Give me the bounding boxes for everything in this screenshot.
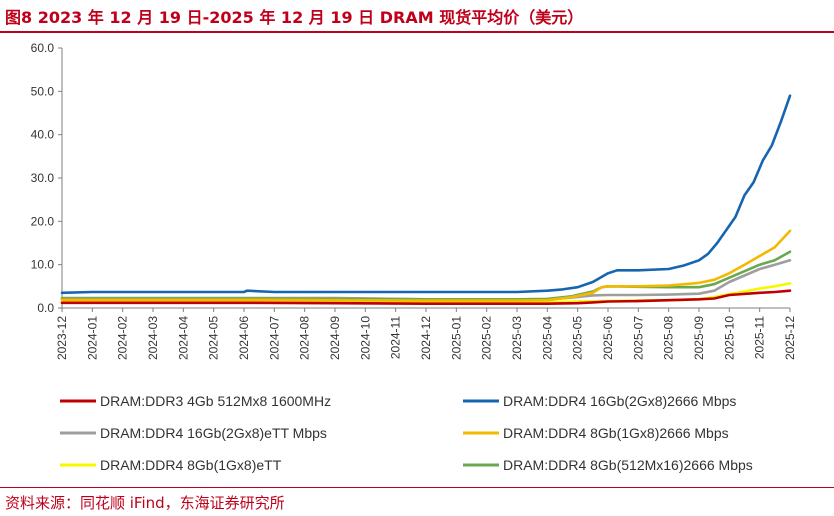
title-rule bbox=[0, 31, 834, 33]
x-tick-label: 2025-04 bbox=[540, 316, 554, 360]
legend-item-4: DRAM:DDR4 8Gb(1Gx8)2666 Mbps bbox=[463, 425, 729, 441]
legend: DRAM:DDR3 4Gb 512Mx8 1600MHz DRAM:DDR4 16… bbox=[60, 393, 753, 473]
x-tick-label: 2025-03 bbox=[510, 316, 524, 360]
x-tick-label: 2024-04 bbox=[176, 316, 190, 360]
legend-item-6: DRAM:DDR4 8Gb(512Mx16)2666 Mbps bbox=[463, 457, 753, 473]
x-tick-label: 2025-08 bbox=[662, 316, 676, 360]
x-tick-label: 2024-01 bbox=[85, 316, 99, 360]
source-note: 资料来源：同花顺 iFind，东海证券研究所 bbox=[5, 494, 285, 512]
y-tick-label: 20.0 bbox=[31, 214, 55, 228]
legend-item-5: DRAM:DDR4 8Gb(1Gx8)eTT bbox=[60, 457, 282, 473]
x-tick-label: 2025-05 bbox=[571, 316, 585, 360]
series-line-1 bbox=[60, 289, 792, 306]
line-chart: 0.0 10.0 20.0 30.0 40.0 50.0 60.0 2023-12 2024-… bbox=[31, 41, 797, 473]
y-tick-label: 40.0 bbox=[31, 128, 55, 142]
x-tick-label: 2024-10 bbox=[358, 316, 372, 360]
legend-label: DRAM:DDR4 8Gb(1Gx8)eTT bbox=[100, 457, 282, 473]
legend-label: DRAM:DDR4 8Gb(512Mx16)2666 Mbps bbox=[503, 457, 753, 473]
x-tick-label: 2023-12 bbox=[55, 316, 69, 360]
legend-label: DRAM:DDR4 8Gb(1Gx8)2666 Mbps bbox=[503, 425, 729, 441]
x-tick-label: 2025-01 bbox=[449, 316, 463, 360]
x-tick-label: 2025-02 bbox=[480, 316, 494, 360]
x-tick-label: 2025-07 bbox=[631, 316, 645, 360]
y-tick-label: 30.0 bbox=[31, 171, 55, 185]
legend-item-3: DRAM:DDR4 16Gb(2Gx8)eTT Mbps bbox=[60, 425, 327, 441]
y-tick-label: 60.0 bbox=[31, 41, 55, 55]
x-tick-label: 2025-11 bbox=[753, 316, 767, 359]
series-line-4 bbox=[60, 229, 792, 302]
y-axis: 0.0 10.0 20.0 30.0 40.0 50.0 60.0 bbox=[31, 41, 63, 315]
x-tick-label: 2024-02 bbox=[116, 316, 130, 360]
x-tick-label: 2024-08 bbox=[298, 316, 312, 360]
series-line-2 bbox=[60, 94, 792, 295]
chart-title: 图8 2023 年 12 月 19 日-2025 年 12 月 19 日 DRA… bbox=[5, 8, 584, 27]
legend-label: DRAM:DDR4 16Gb(2Gx8)eTT Mbps bbox=[100, 425, 327, 441]
x-tick-label: 2024-05 bbox=[207, 316, 221, 360]
series-layer bbox=[60, 94, 792, 306]
footer-rule bbox=[0, 487, 834, 488]
legend-label: DRAM:DDR4 16Gb(2Gx8)2666 Mbps bbox=[503, 393, 736, 409]
x-tick-label: 2025-12 bbox=[783, 316, 797, 360]
x-tick-label: 2024-06 bbox=[237, 316, 251, 360]
legend-label: DRAM:DDR3 4Gb 512Mx8 1600MHz bbox=[100, 393, 331, 409]
x-tick-label: 2025-10 bbox=[722, 316, 736, 360]
y-tick-label: 0.0 bbox=[37, 301, 54, 315]
x-tick-label: 2025-06 bbox=[601, 316, 615, 360]
x-tick-label: 2024-12 bbox=[419, 316, 433, 360]
x-tick-label: 2024-07 bbox=[267, 316, 281, 360]
x-tick-label: 2024-03 bbox=[146, 316, 160, 360]
y-tick-label: 50.0 bbox=[31, 84, 55, 98]
legend-item-2: DRAM:DDR4 16Gb(2Gx8)2666 Mbps bbox=[463, 393, 736, 409]
legend-item-1: DRAM:DDR3 4Gb 512Mx8 1600MHz bbox=[60, 393, 331, 409]
x-tick-label: 2024-09 bbox=[328, 316, 342, 360]
x-tick-label: 2024-11 bbox=[389, 316, 403, 359]
y-tick-label: 10.0 bbox=[31, 258, 55, 272]
x-axis: 2023-12 2024-01 2024-02 2024-03 2024-04 2024-… bbox=[55, 307, 797, 360]
x-tick-label: 2025-09 bbox=[692, 316, 706, 360]
